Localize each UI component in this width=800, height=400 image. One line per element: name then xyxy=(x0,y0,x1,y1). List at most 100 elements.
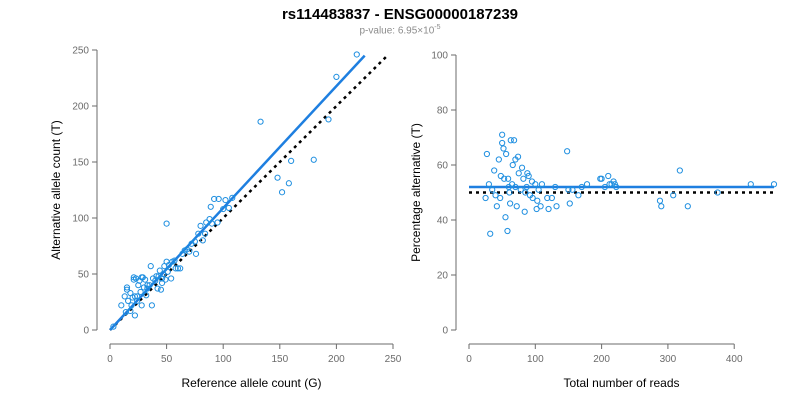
data-point xyxy=(158,279,166,287)
data-point xyxy=(538,181,546,188)
data-point xyxy=(153,273,160,280)
y-tick-label: 80 xyxy=(437,106,449,117)
data-point xyxy=(515,170,522,177)
data-point xyxy=(656,197,664,204)
data-point xyxy=(137,288,144,296)
x-axis-title: Total number of reads xyxy=(563,376,679,390)
data-point xyxy=(529,194,536,202)
x-tick-label: 150 xyxy=(271,354,288,365)
data-point xyxy=(148,302,155,309)
data-point xyxy=(123,286,131,293)
data-point xyxy=(512,183,519,191)
data-point xyxy=(215,195,222,203)
data-point xyxy=(544,194,551,202)
y-tick-label: 250 xyxy=(72,46,89,57)
data-point xyxy=(500,145,507,152)
data-point xyxy=(552,183,559,191)
data-point xyxy=(274,174,281,181)
y-axis-title: Percentage alternative (T) xyxy=(409,123,423,262)
data-point xyxy=(518,164,526,171)
data-point xyxy=(211,195,218,203)
data-point xyxy=(520,175,527,182)
data-point xyxy=(257,118,264,125)
data-point xyxy=(495,156,502,163)
data-point xyxy=(152,277,159,284)
data-point xyxy=(147,263,154,270)
data-point xyxy=(285,180,292,187)
data-point xyxy=(517,186,524,193)
data-point xyxy=(125,297,132,304)
data-point xyxy=(199,237,206,244)
data-point xyxy=(506,189,513,196)
x-tick-label: 100 xyxy=(215,354,232,365)
data-point xyxy=(172,265,179,272)
data-point xyxy=(487,230,494,237)
chart-subtitle: p-value: 6.95×10-5 xyxy=(0,24,800,36)
data-point xyxy=(605,172,612,180)
data-point xyxy=(534,197,541,204)
x-tick-label: 400 xyxy=(726,354,743,365)
y-tick-label: 60 xyxy=(437,161,449,172)
data-point xyxy=(509,161,516,169)
x-tick-label: 0 xyxy=(466,354,472,365)
pvalue-exponent: -5 xyxy=(434,24,441,31)
data-point xyxy=(214,219,221,226)
data-point xyxy=(121,293,128,300)
y-tick-label: 100 xyxy=(431,51,448,62)
data-point xyxy=(537,203,544,210)
data-point xyxy=(483,150,491,158)
data-point xyxy=(195,230,202,237)
data-point xyxy=(528,178,536,185)
data-point xyxy=(168,275,175,282)
data-point xyxy=(325,116,332,123)
data-point xyxy=(135,282,142,289)
fit-line xyxy=(109,54,366,331)
data-point xyxy=(333,73,340,80)
data-point xyxy=(197,222,204,229)
data-point xyxy=(505,175,512,182)
y-tick-label: 0 xyxy=(442,326,448,337)
x-tick-label: 50 xyxy=(161,354,173,365)
data-point xyxy=(310,156,317,163)
data-point xyxy=(497,194,504,202)
data-point xyxy=(658,203,665,210)
data-point xyxy=(207,203,214,210)
data-point xyxy=(503,150,510,158)
data-point xyxy=(535,186,542,193)
data-point xyxy=(141,276,149,283)
data-point xyxy=(138,302,145,309)
data-point xyxy=(229,194,236,201)
x-tick-label: 200 xyxy=(328,354,345,365)
data-point xyxy=(522,189,529,196)
data-point xyxy=(491,167,498,174)
data-point xyxy=(203,219,210,226)
data-point xyxy=(165,261,172,269)
data-point xyxy=(110,323,117,330)
data-point xyxy=(545,205,552,213)
x-tick-label: 100 xyxy=(527,354,544,365)
data-point xyxy=(565,186,572,193)
data-point xyxy=(134,293,141,300)
data-point xyxy=(566,200,573,207)
data-point xyxy=(507,200,514,207)
data-point xyxy=(144,282,151,289)
data-point xyxy=(220,205,227,213)
x-tick-label: 0 xyxy=(107,354,113,365)
reference-line xyxy=(109,54,389,331)
data-point xyxy=(288,157,295,164)
data-point xyxy=(501,175,508,182)
data-point xyxy=(532,181,539,188)
data-point xyxy=(164,268,171,275)
data-point xyxy=(514,153,522,160)
data-point xyxy=(222,196,229,204)
data-point xyxy=(171,257,178,264)
data-point xyxy=(714,189,721,196)
data-point xyxy=(191,238,198,245)
pvalue-text: p-value: 6.95×10 xyxy=(359,25,435,37)
data-point xyxy=(177,265,184,272)
data-point xyxy=(548,194,555,202)
data-point xyxy=(492,192,499,199)
data-point xyxy=(523,183,530,191)
data-point xyxy=(553,203,560,210)
